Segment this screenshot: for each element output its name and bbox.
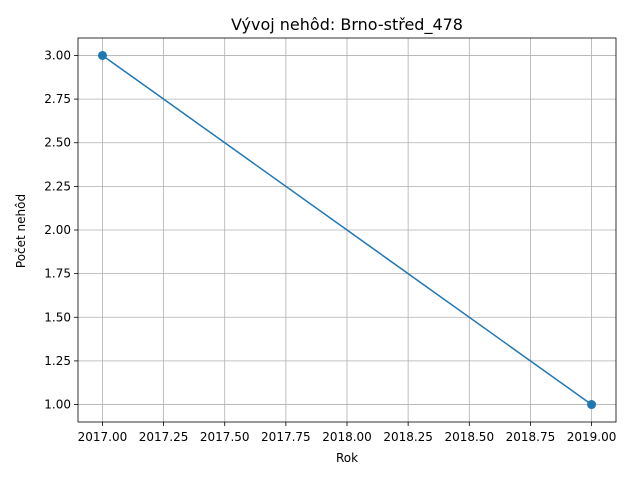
y-tick-label: 1.00	[44, 398, 71, 412]
y-tick-label: 2.25	[44, 179, 71, 193]
y-tick-label: 2.00	[44, 223, 71, 237]
x-tick-label: 2018.50	[444, 430, 494, 444]
y-tick-label: 3.00	[44, 48, 71, 62]
x-tick-label: 2018.75	[506, 430, 556, 444]
x-tick-label: 2018.00	[322, 430, 372, 444]
x-axis-label: Rok	[336, 451, 358, 465]
series-group	[97, 50, 597, 410]
series-line	[102, 54, 592, 406]
x-tick-label: 2017.75	[261, 430, 311, 444]
y-tick-label: 1.25	[44, 354, 71, 368]
x-tick-label: 2019.00	[567, 430, 617, 444]
x-axis-ticks: 2017.00 2017.25 2017.50 2017.75 2018.00 2018.…	[78, 422, 617, 444]
y-tick-label: 2.75	[44, 92, 71, 106]
data-point	[97, 50, 107, 60]
x-tick-label: 2017.25	[139, 430, 189, 444]
y-axis-ticks: 1.00 1.25 1.50 1.75 2.00 2.25 2.50 2.75 3.00	[44, 48, 78, 412]
y-axis-label: Počet nehôd	[14, 194, 28, 268]
y-tick-label: 1.50	[44, 310, 71, 324]
data-point	[587, 400, 597, 410]
x-tick-label: 2017.50	[200, 430, 250, 444]
y-tick-label: 1.75	[44, 267, 71, 281]
chart-title: Vývoj nehôd: Brno-střed_478	[231, 15, 463, 35]
x-tick-label: 2018.25	[383, 430, 433, 444]
x-tick-label: 2017.00	[78, 430, 128, 444]
y-tick-label: 2.50	[44, 136, 71, 150]
